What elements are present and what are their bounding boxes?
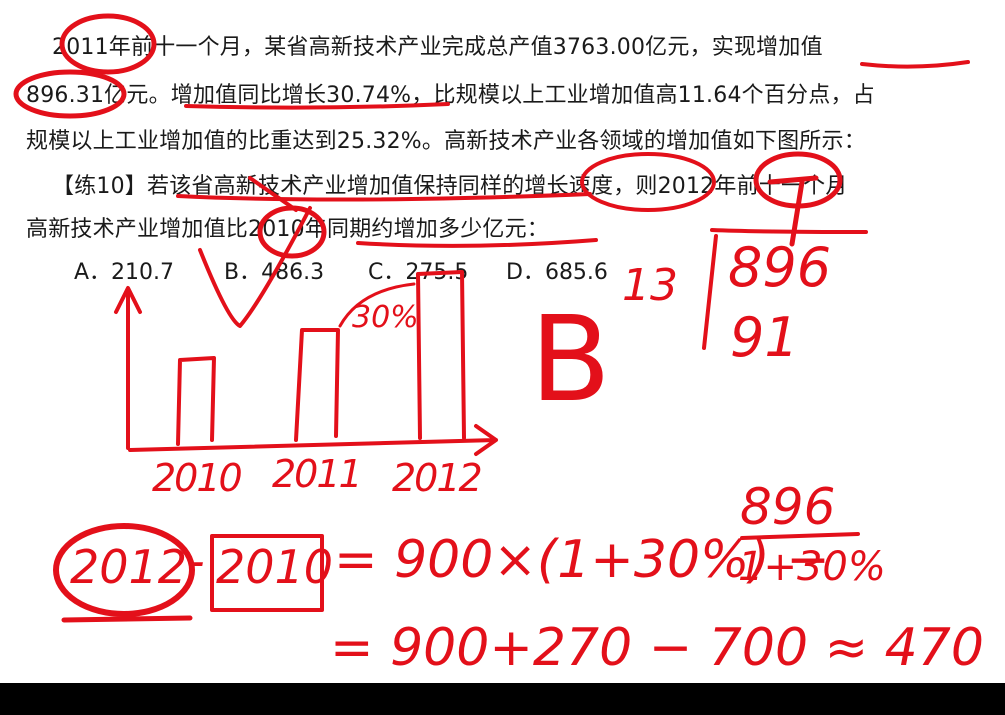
hw-eq-rhs: = 900×(1+30%) − [334, 530, 830, 590]
question-line-2: 高新技术产业增加值比2010年同期约增加多少亿元： [26, 217, 549, 242]
hw-divisor: 13 [622, 260, 678, 311]
underline-eq [61, 615, 193, 623]
hw-30pct: 30% [352, 300, 419, 335]
hw-year-2011: 2011 [272, 452, 363, 496]
circle-896 [13, 69, 127, 119]
hw-eq-2010: 2010 [216, 540, 334, 594]
checkmark-tick [248, 176, 298, 212]
circle-2010 [257, 205, 327, 259]
chart-y-axis [114, 286, 142, 450]
circle-2011 [59, 13, 157, 75]
chart-bar-2012 [416, 270, 466, 440]
chart-bar-2011 [294, 328, 340, 442]
chart-growth-arrow [338, 282, 416, 328]
hw-quotient: 91 [730, 306, 799, 369]
hw-frac-num: 896 [740, 478, 836, 536]
division-bracket [702, 228, 868, 350]
hw-eq-minus: - [188, 534, 205, 588]
hw-eq-line2: = 900+270 − 700 ≈ 470 [330, 618, 984, 678]
problem-line-2: 896.31亿元。增加值同比增长30.74%，比规模以上工业增加值高11.64个… [26, 83, 875, 108]
hw-answer-b: B [530, 290, 611, 428]
fraction-bar [740, 532, 860, 540]
hw-eq-2012: 2012 [70, 540, 188, 594]
box-eq-2010 [210, 534, 324, 612]
problem-line-3: 规模以上工业增加值的比重达到25.32%。高新技术产业各领域的增加值如下图所示： [26, 129, 866, 154]
hw-year-2012: 2012 [392, 456, 483, 500]
bottom-bar [0, 683, 1005, 715]
hw-dividend: 896 [728, 236, 832, 299]
chart-bar-2010 [176, 356, 216, 446]
underline-growth [184, 102, 450, 110]
underline-zengjiazhi [860, 60, 970, 69]
mark-2012 [767, 175, 819, 247]
circle-same-rate [580, 152, 716, 212]
underline-increase [356, 238, 598, 248]
option-a[interactable]: A．210.7 [74, 260, 175, 285]
circle-eq-2012 [53, 523, 195, 617]
problem-line-1: 2011年前十一个月，某省高新技术产业完成总产值3763.00亿元，实现增加值 [52, 35, 823, 60]
checkmark [198, 206, 312, 328]
chart-x-axis [128, 424, 498, 456]
hw-frac-den: 1+30% [738, 544, 886, 590]
option-d[interactable]: D．685.6 [506, 260, 608, 285]
hw-year-2010: 2010 [152, 456, 243, 500]
underline-question [176, 192, 592, 202]
